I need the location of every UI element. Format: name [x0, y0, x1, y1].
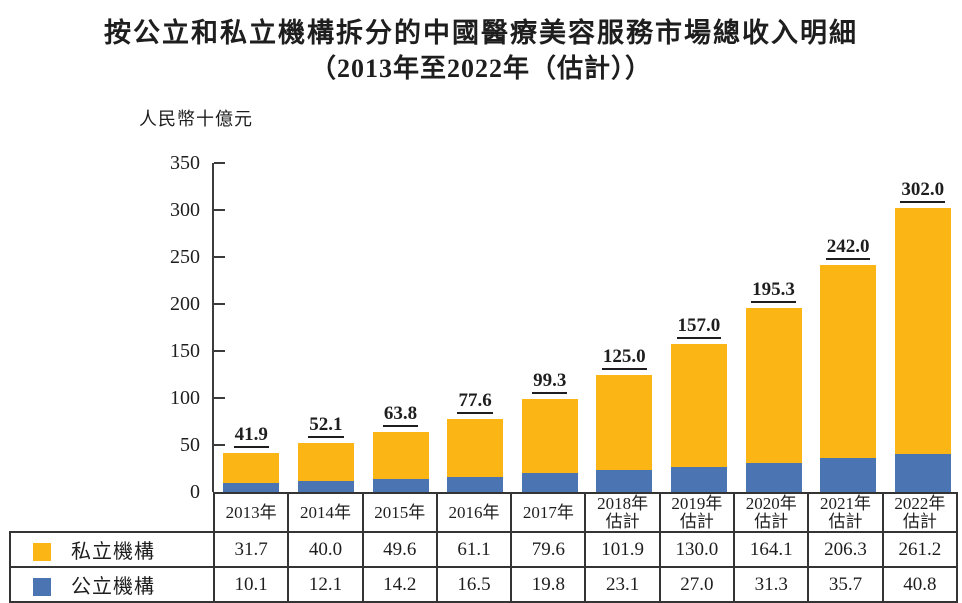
y-tick-label: 50 [180, 434, 200, 456]
bar-segment-private [521, 398, 578, 474]
year-header-cell: 2021年 估計 [807, 492, 884, 533]
value-cell: 31.7 [212, 531, 290, 568]
value-cell: 10.1 [212, 566, 290, 603]
table-corner-cell [10, 493, 214, 532]
value-cell: 27.0 [658, 566, 736, 603]
year-header-cell: 2017年 [510, 492, 587, 533]
value-cell: 31.3 [733, 566, 810, 603]
bar-segment-public [745, 462, 802, 492]
value-cell: 35.7 [807, 566, 884, 603]
value-cell: 130.0 [658, 531, 736, 568]
bar-segment-private [596, 374, 653, 471]
bar-segment-private [670, 344, 727, 467]
legend-label: 公立機構 [71, 576, 155, 598]
year-header-cell: 2019年 估計 [658, 492, 736, 533]
value-cell: 79.6 [510, 531, 587, 568]
bar-segment-private [894, 208, 951, 454]
table-header-row: 2013年 2014年 2015年 2016年 2017年 2018年 估計 2019年 估… [10, 492, 959, 533]
value-cell: 101.9 [584, 531, 661, 568]
bar-segment-public [894, 453, 951, 492]
legend-cell: 公立機構 [9, 566, 215, 603]
value-cell: 206.3 [807, 531, 884, 568]
y-axis-tick [214, 397, 225, 399]
y-tick-label: 200 [170, 293, 200, 315]
value-cell: 19.8 [510, 566, 587, 603]
year-header-cell: 2022年 估計 [881, 492, 959, 533]
y-axis-tick [214, 209, 225, 211]
bar-segment-private [447, 419, 504, 477]
bar-total-label: 242.0 [811, 235, 885, 260]
bar-segment-public [223, 482, 280, 492]
year-header-cell: 2013年 [212, 492, 290, 533]
plot-area: 41.9 52.1 63.8 77.6 99.3 125.0 157.0 195.3 242.0… [212, 162, 960, 492]
value-cell: 61.1 [435, 531, 513, 568]
y-tick-label: 250 [170, 246, 200, 268]
y-tick-label: 150 [170, 340, 200, 362]
value-cell: 40.8 [881, 566, 959, 603]
legend-label: 私立機構 [71, 541, 155, 563]
bar-segment-public [372, 478, 429, 492]
year-header-cell: 2015年 [361, 492, 438, 533]
bar-total-label: 41.9 [214, 423, 288, 448]
bar-segment-private [745, 308, 802, 463]
chart-subtitle: （2013年至2022年（估計）） [309, 54, 652, 83]
bar-total-label: 125.0 [587, 345, 661, 370]
bar-total-label: 63.8 [364, 403, 438, 428]
year-header-cell: 2016年 [435, 492, 513, 533]
chart-title: 按公立和私立機構拆分的中國醫療美容服務市場總收入明細 [104, 18, 858, 48]
bar-segment-public [820, 458, 877, 492]
bar-segment-public [297, 480, 354, 492]
value-cell: 261.2 [881, 531, 959, 568]
legend-swatch-private [33, 543, 51, 561]
y-axis-tick [214, 303, 225, 305]
table-row-public: 公立機構 10.1 12.1 14.2 16.5 19.8 23.1 27.0 31.3 35.7… [9, 566, 959, 603]
y-tick-label: 100 [170, 387, 200, 409]
y-axis-tick [214, 444, 225, 446]
y-axis-tick [214, 256, 225, 258]
y-tick-label: 0 [190, 481, 200, 503]
year-header-cell: 2018年 估計 [584, 492, 661, 533]
year-header-cell: 2014年 [287, 492, 364, 533]
bar-total-label: 77.6 [438, 390, 512, 415]
bar-segment-public [670, 466, 727, 492]
bar-total-label: 52.1 [289, 414, 363, 439]
value-cell: 40.0 [287, 531, 364, 568]
legend-cell: 私立機構 [9, 531, 215, 568]
bar-segment-public [447, 476, 504, 492]
data-table: 2013年 2014年 2015年 2016年 2017年 2018年 估計 2019年 估… [9, 492, 959, 603]
bar-segment-private [820, 264, 877, 459]
y-tick-label: 300 [170, 199, 200, 221]
bar-segment-private [297, 443, 354, 481]
legend-swatch-public [33, 578, 51, 596]
value-cell: 16.5 [435, 566, 513, 603]
value-cell: 23.1 [584, 566, 661, 603]
y-tick-label: 350 [170, 152, 200, 174]
value-cell: 14.2 [361, 566, 438, 603]
bar-segment-public [521, 473, 578, 492]
bar-total-label: 99.3 [513, 369, 587, 394]
year-header-cell: 2020年 估計 [733, 492, 810, 533]
y-axis-unit-label: 人民幣十億元 [139, 109, 253, 129]
table-row-private: 私立機構 31.7 40.0 49.6 61.1 79.6 101.9 130.0 164.1 2… [9, 531, 959, 568]
bar-total-label: 195.3 [737, 279, 811, 304]
y-axis-tick [214, 162, 225, 164]
bar-total-label: 302.0 [886, 179, 960, 204]
y-axis-tick [214, 350, 225, 352]
bar-segment-public [596, 470, 653, 492]
bar-segment-private [372, 432, 429, 479]
value-cell: 49.6 [361, 531, 438, 568]
bar-total-label: 157.0 [662, 315, 736, 340]
value-cell: 12.1 [287, 566, 364, 603]
bar-segment-private [223, 452, 280, 483]
value-cell: 164.1 [733, 531, 810, 568]
